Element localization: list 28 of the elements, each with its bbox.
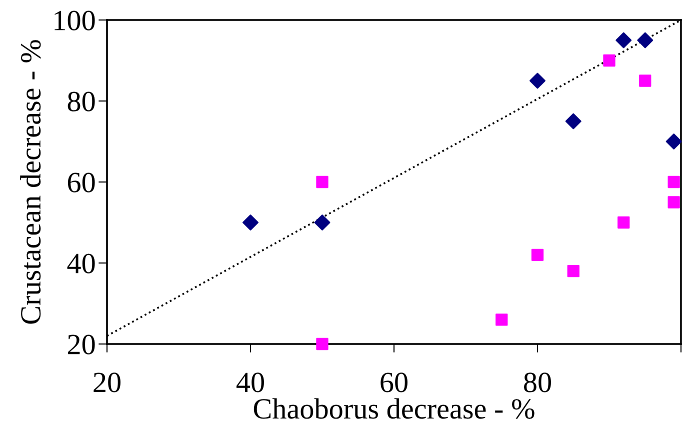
point bbox=[618, 216, 630, 229]
y-tick-label: 40 bbox=[67, 254, 95, 274]
point bbox=[565, 113, 582, 130]
point bbox=[314, 214, 330, 230]
x-tick-label: 40 bbox=[236, 372, 264, 392]
y-tick-label: 20 bbox=[68, 334, 95, 354]
y-axis-title: Crustacean decrease - % bbox=[20, 40, 41, 324]
y-tick-label: 60 bbox=[68, 172, 95, 192]
point bbox=[616, 32, 632, 48]
x-axis-title: Chaoborus decrease - % bbox=[254, 398, 534, 419]
x-tick-label: 60 bbox=[380, 372, 408, 392]
point bbox=[496, 314, 508, 326]
x-tick-label: 80 bbox=[524, 372, 551, 392]
y-tick-label: 80 bbox=[68, 92, 95, 112]
point bbox=[603, 54, 616, 67]
point bbox=[567, 265, 580, 278]
point bbox=[639, 74, 652, 87]
x-tick-label: 20 bbox=[94, 372, 120, 392]
point bbox=[242, 214, 258, 230]
point bbox=[666, 134, 682, 150]
point bbox=[668, 196, 680, 208]
point bbox=[316, 176, 328, 188]
point bbox=[531, 248, 544, 261]
point bbox=[637, 32, 654, 48]
point bbox=[530, 72, 546, 89]
point bbox=[316, 338, 328, 350]
point bbox=[668, 176, 680, 188]
y-tick-label: 100 bbox=[54, 10, 95, 30]
